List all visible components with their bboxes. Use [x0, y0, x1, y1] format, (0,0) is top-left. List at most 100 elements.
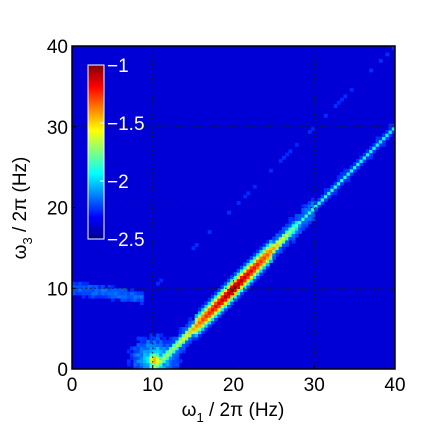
heatmap-cell [220, 291, 225, 296]
heatmap-cell [272, 246, 277, 251]
heatmap-cell [391, 123, 395, 128]
heatmap-cell [126, 359, 131, 364]
heatmap-cell [272, 236, 277, 241]
heatmap-cell [291, 236, 296, 241]
heatmap-cell [159, 362, 164, 367]
heatmap-cell [288, 223, 293, 228]
heatmap-cell [333, 188, 338, 192]
heatmap-cell [214, 317, 218, 322]
heatmap-cell [139, 346, 144, 351]
heatmap-cell [72, 285, 76, 289]
heatmap-cell [320, 197, 325, 202]
heatmap-cell [201, 327, 206, 331]
heatmap-cell [130, 356, 134, 360]
heatmap-cell [291, 220, 296, 225]
colorbar-tick-label: −1.5 [107, 114, 145, 135]
heatmap-cell [330, 191, 335, 196]
heatmap-cell [256, 255, 260, 260]
heatmap-cell [146, 343, 151, 347]
heatmap-cell [320, 194, 325, 199]
heatmap-cell [136, 294, 141, 299]
heatmap-cell [246, 275, 251, 280]
heatmap-cell [175, 359, 180, 364]
heatmap-cell [207, 230, 212, 234]
heatmap-cell [388, 129, 393, 134]
heatmap-cell [136, 365, 141, 369]
heatmap-cell [281, 155, 286, 160]
heatmap-cell [294, 213, 299, 218]
heatmap-cell [178, 330, 183, 335]
heatmap-cell [311, 204, 315, 209]
heatmap-cell [317, 197, 322, 202]
heatmap-cell [262, 252, 267, 257]
heatmap-cell [207, 310, 212, 315]
heatmap-cell [162, 359, 167, 364]
heatmap-cell [207, 320, 212, 325]
heatmap-cell [288, 233, 293, 238]
heatmap-cell [217, 310, 222, 315]
heatmap-cell [317, 204, 322, 209]
heatmap-cell [214, 291, 218, 296]
heatmap-cell [149, 346, 154, 351]
heatmap-cell [353, 168, 357, 173]
heatmap-cell [204, 323, 209, 328]
heatmap-cell [72, 288, 76, 293]
x-tick-label: 30 [304, 375, 325, 396]
heatmap-cell [275, 252, 280, 257]
heatmap-cell [323, 188, 328, 192]
heatmap-cell [175, 352, 180, 357]
heatmap-cell [262, 246, 267, 251]
heatmap-cell [256, 268, 260, 273]
heatmap-cell [288, 217, 293, 222]
heatmap-cell [165, 356, 170, 360]
heatmap-cell [143, 349, 147, 354]
heatmap-cell [217, 291, 222, 296]
heatmap-cell [246, 272, 251, 276]
heatmap-cell [327, 188, 331, 192]
heatmap-cell [262, 259, 267, 264]
heatmap-cell [356, 162, 361, 167]
heatmap-cell [197, 327, 202, 331]
heatmap-cell [243, 262, 248, 267]
heatmap-cell [249, 268, 254, 273]
heatmap-cell [236, 294, 241, 299]
heatmap-cell [294, 217, 299, 222]
heatmap-cell [159, 356, 164, 360]
heatmap-cell [143, 339, 147, 344]
heatmap-cell [288, 236, 293, 241]
heatmap-cell [233, 291, 238, 296]
heatmap-cell [181, 349, 186, 354]
heatmap-cell [223, 281, 228, 286]
heatmap-cell [369, 155, 373, 160]
heatmap-cell [275, 239, 280, 244]
heatmap-cell [207, 323, 212, 328]
heatmap-cell [155, 365, 160, 369]
heatmap-cell [333, 181, 338, 186]
heatmap-cell [159, 346, 164, 351]
heatmap-cell [94, 285, 99, 289]
heatmap-cell [249, 255, 254, 260]
heatmap-cell [191, 327, 196, 331]
heatmap-cell [269, 239, 273, 244]
heatmap-cell [155, 339, 160, 344]
heatmap-cell [272, 252, 277, 257]
heatmap-cell [243, 268, 248, 273]
heatmap-cell [165, 339, 170, 344]
heatmap-cell [385, 136, 390, 141]
heatmap-cell [152, 359, 157, 364]
heatmap-cell [243, 194, 248, 199]
heatmap-cell [323, 191, 328, 196]
heatmap-cell [378, 58, 383, 63]
heatmap-cell [175, 346, 180, 351]
heatmap-cell [269, 246, 273, 251]
heatmap-cell [214, 294, 218, 299]
heatmap-cell [307, 207, 312, 212]
heatmap-cell [130, 346, 134, 351]
heatmap-cell [94, 291, 99, 296]
heatmap-cell [249, 281, 254, 286]
heatmap-cell [365, 149, 370, 154]
heatmap-cell [269, 243, 273, 247]
heatmap-cell [172, 339, 176, 344]
heatmap-cell [239, 268, 244, 273]
heatmap-cell [201, 317, 206, 322]
